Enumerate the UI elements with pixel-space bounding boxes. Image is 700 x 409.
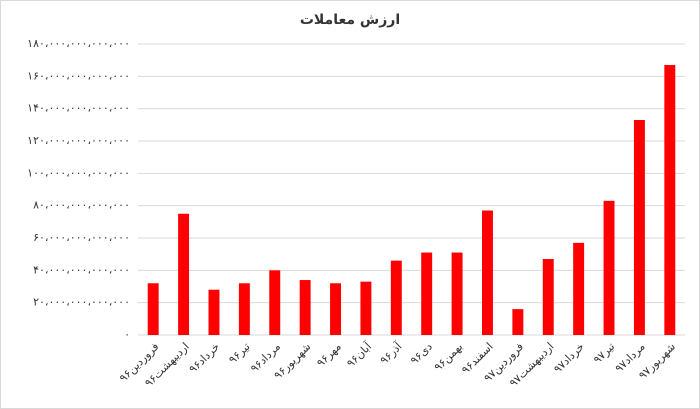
bar bbox=[633, 119, 645, 335]
y-tick-label: ۱۰۰،۰۰۰،۰۰۰،۰۰۰،۰۰۰ bbox=[27, 166, 130, 179]
bar bbox=[330, 283, 341, 335]
bar bbox=[664, 65, 676, 336]
bar bbox=[208, 289, 220, 335]
y-tick-label: ۱۲۰،۰۰۰،۰۰۰،۰۰۰،۰۰۰ bbox=[27, 134, 130, 147]
bar bbox=[573, 242, 585, 335]
y-tick-label: ۰ bbox=[124, 328, 130, 341]
bar bbox=[360, 281, 372, 335]
bar bbox=[299, 280, 311, 335]
y-tick-label: ۸۰،۰۰۰،۰۰۰،۰۰۰،۰۰۰ bbox=[33, 199, 130, 212]
y-tick-label: ۶۰،۰۰۰،۰۰۰،۰۰۰،۰۰۰ bbox=[33, 231, 130, 244]
y-tick-label: ۱۴۰،۰۰۰،۰۰۰،۰۰۰،۰۰۰ bbox=[27, 102, 130, 115]
bar bbox=[147, 283, 159, 335]
chart-title: ارزش معاملات bbox=[300, 12, 400, 28]
y-tick-label: ۱۶۰،۰۰۰،۰۰۰،۰۰۰،۰۰۰ bbox=[27, 69, 130, 82]
y-tick-label: ۴۰،۰۰۰،۰۰۰،۰۰۰،۰۰۰ bbox=[33, 263, 130, 276]
bar bbox=[482, 210, 493, 335]
bar bbox=[178, 213, 190, 335]
bar bbox=[512, 309, 524, 335]
bar bbox=[451, 252, 463, 335]
bar bbox=[421, 252, 433, 335]
bar bbox=[542, 259, 554, 335]
bar bbox=[603, 200, 615, 335]
bar bbox=[269, 270, 281, 335]
bar bbox=[238, 283, 250, 335]
y-tick-label: ۱۸۰،۰۰۰،۰۰۰،۰۰۰،۰۰۰ bbox=[27, 37, 130, 50]
y-tick-label: ۲۰،۰۰۰،۰۰۰،۰۰۰،۰۰۰ bbox=[33, 296, 130, 309]
bar bbox=[390, 260, 402, 335]
